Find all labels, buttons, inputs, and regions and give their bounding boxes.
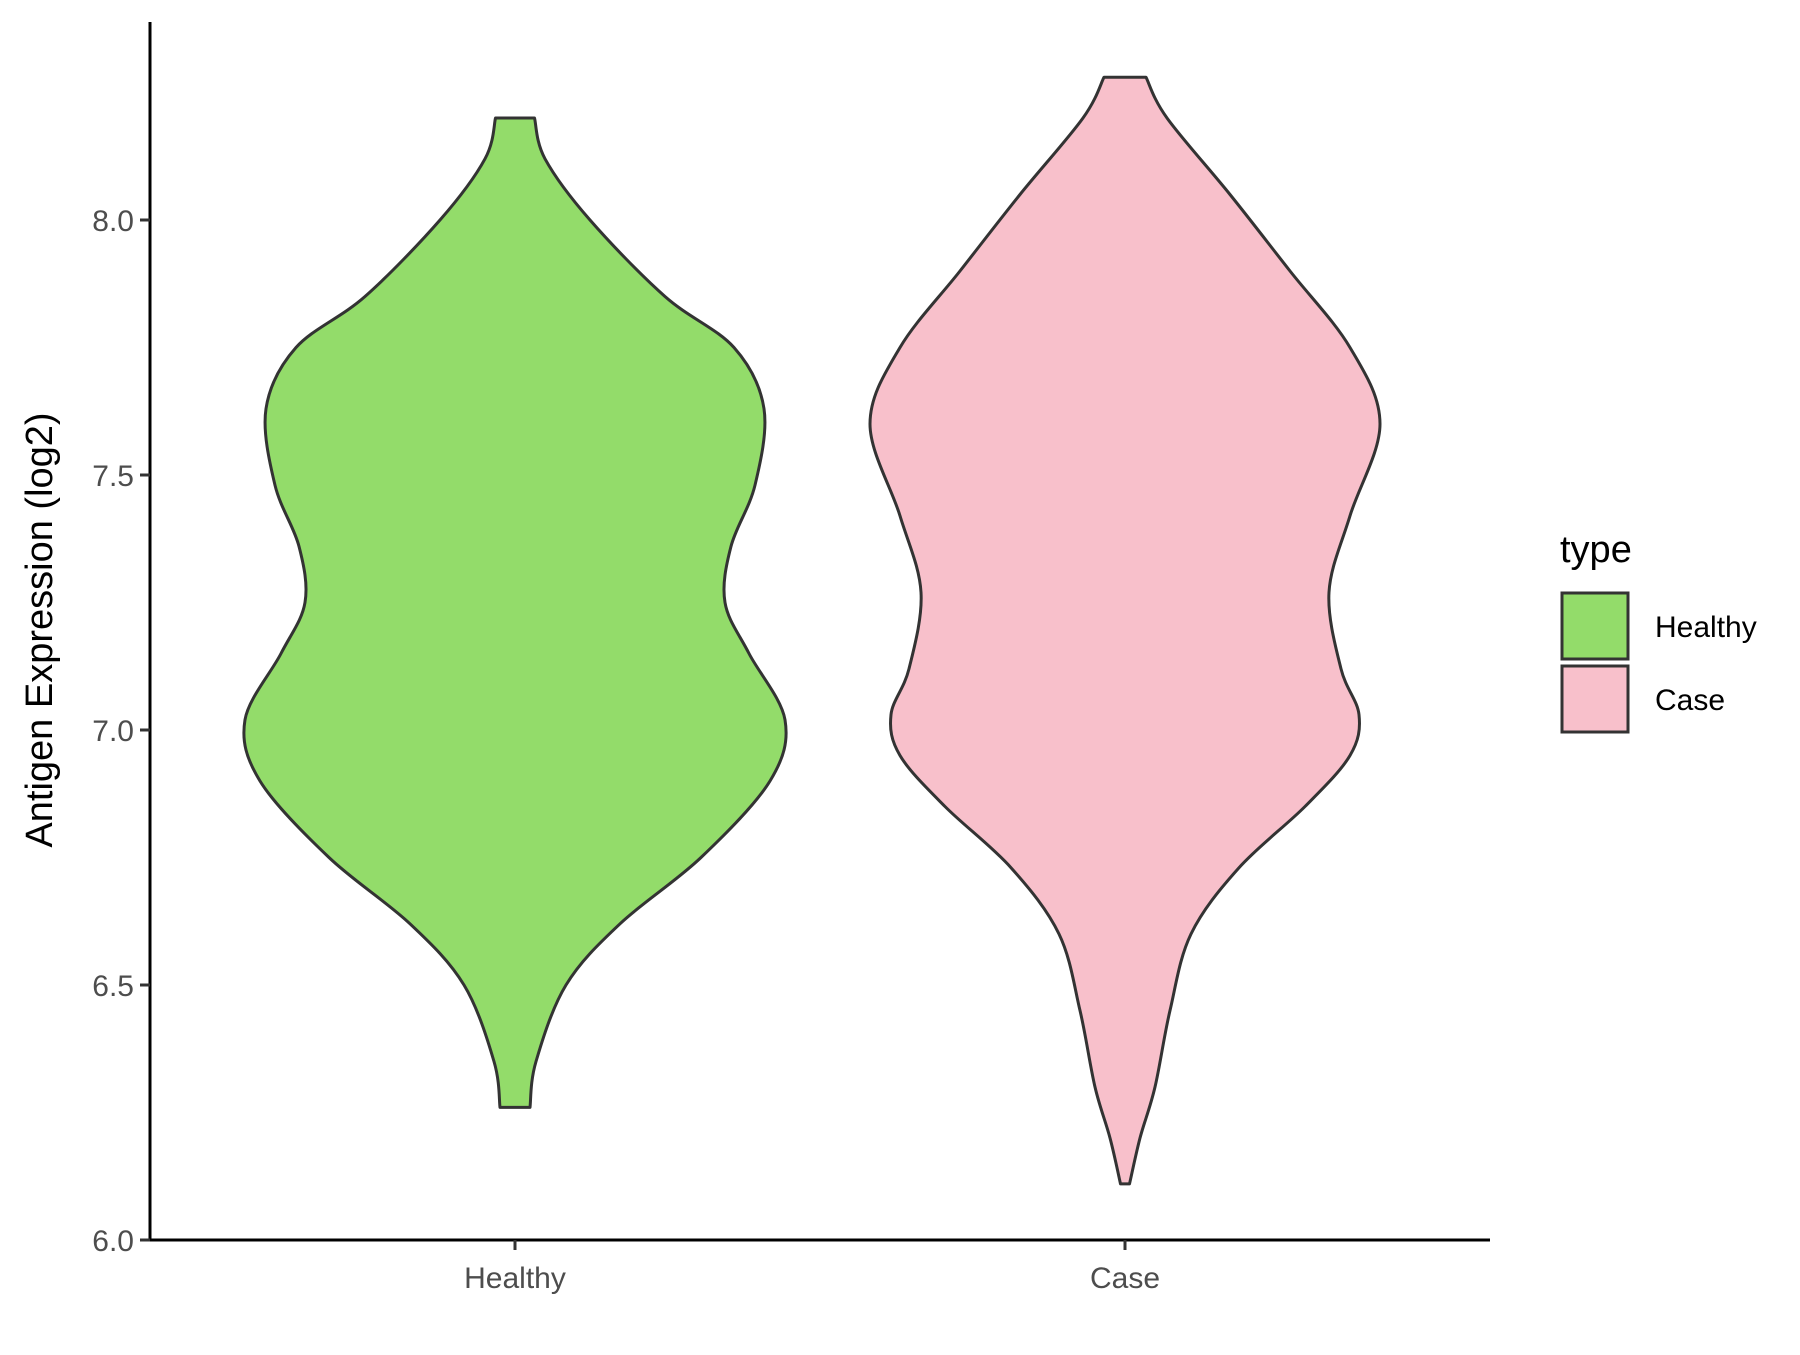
x-tick-label: Case xyxy=(1090,1262,1160,1295)
legend: type Healthy Case xyxy=(1560,529,1757,734)
y-tick-label: 6.0 xyxy=(92,1225,134,1258)
x-tick-label: Healthy xyxy=(464,1262,566,1295)
y-tick-label: 7.5 xyxy=(92,460,134,493)
legend-label-healthy: Healthy xyxy=(1655,611,1757,644)
y-tick-label: 6.5 xyxy=(92,970,134,1003)
y-ticks: 6.0 6.5 7.0 7.5 8.0 xyxy=(92,205,150,1258)
axes-layer xyxy=(148,22,1490,1242)
y-tick-label: 7.0 xyxy=(92,715,134,748)
violin-case xyxy=(868,75,1382,1186)
y-tick-label: 8.0 xyxy=(92,205,134,238)
x-ticks: Healthy Case xyxy=(464,1240,1160,1295)
y-axis-title: Antigen Expression (log2) xyxy=(19,412,61,847)
legend-title: type xyxy=(1560,529,1632,571)
violins-layer xyxy=(242,75,1382,1186)
legend-label-case: Case xyxy=(1655,684,1725,717)
violin-healthy xyxy=(242,116,788,1109)
legend-key-case xyxy=(1560,664,1630,734)
legend-key-healthy xyxy=(1560,591,1630,661)
